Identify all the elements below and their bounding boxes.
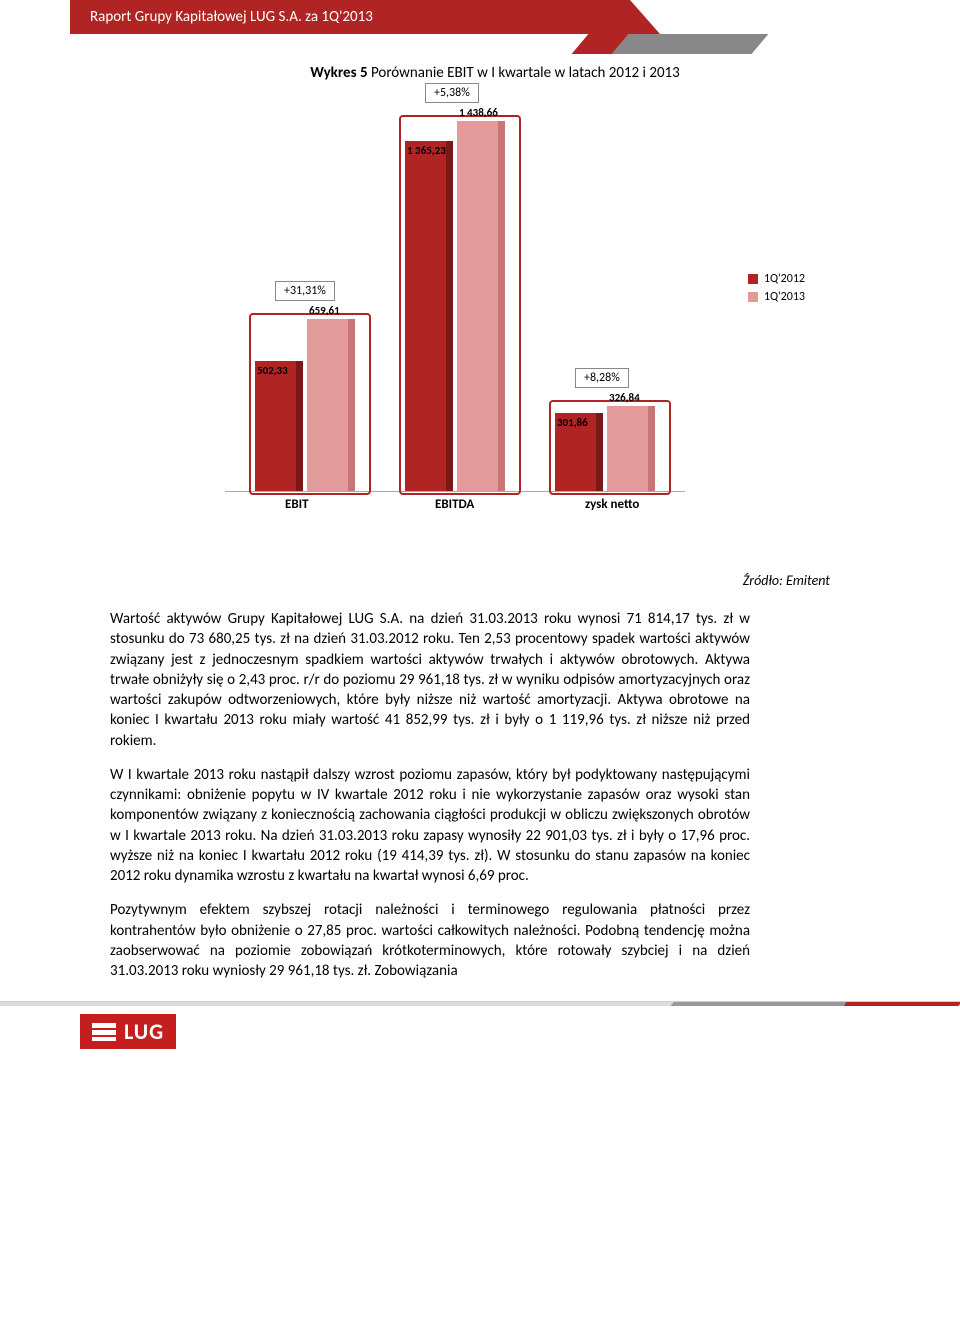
report-title: Raport Grupy Kapitałowej LUG S.A. za 1Q'… bbox=[90, 8, 373, 26]
page-content: Wykres 5 Porównanie EBIT w I kwartale w … bbox=[0, 34, 960, 981]
header-decor-grey bbox=[612, 34, 769, 54]
chart-title-rest: Porównanie EBIT w I kwartale w latach 20… bbox=[368, 64, 680, 82]
bar-value-2012: 301,86 bbox=[557, 416, 588, 429]
legend-swatch-2012 bbox=[748, 274, 758, 284]
legend-item-2013: 1Q'2013 bbox=[748, 290, 805, 304]
chart-source: Źródło: Emitent bbox=[110, 572, 830, 589]
pct-change-label: +5,38% bbox=[425, 83, 479, 103]
logo-text: LUG bbox=[124, 1018, 164, 1045]
bar-2013: 659,61 bbox=[307, 319, 355, 491]
bar-value-2013: 659,61 bbox=[309, 304, 340, 317]
page-footer: LUG bbox=[0, 1001, 960, 1059]
body-paragraph-2: W I kwartale 2013 roku nastąpił dalszy w… bbox=[110, 765, 750, 887]
chart-title: Wykres 5 Porównanie EBIT w I kwartale w … bbox=[110, 64, 880, 82]
pct-change-label: +31,31% bbox=[275, 281, 335, 301]
logo-icon bbox=[92, 1023, 116, 1041]
lug-logo: LUG bbox=[80, 1014, 176, 1049]
footer-stripe bbox=[0, 1002, 960, 1006]
bar-2013: 326,84 bbox=[607, 406, 655, 491]
body-paragraph-1: Wartość aktywów Grupy Kapitałowej LUG S.… bbox=[110, 609, 750, 751]
bar-2013: 1 438,66 bbox=[457, 121, 505, 491]
bar-2012: 502,33 bbox=[255, 361, 303, 491]
chart-title-prefix: Wykres 5 bbox=[310, 64, 367, 82]
report-header: Raport Grupy Kapitałowej LUG S.A. za 1Q'… bbox=[70, 0, 630, 34]
chart-legend: 1Q'2012 1Q'2013 bbox=[748, 272, 805, 308]
body-paragraph-3: Pozytywnym efektem szybszej rotacji nale… bbox=[110, 900, 750, 981]
legend-label-2012: 1Q'2012 bbox=[764, 272, 805, 286]
legend-label-2013: 1Q'2013 bbox=[764, 290, 805, 304]
bar-2012: 1 365,23 bbox=[405, 141, 453, 491]
legend-swatch-2013 bbox=[748, 292, 758, 302]
bar-value-2012: 1 365,23 bbox=[407, 144, 446, 157]
pct-change-label: +8,28% bbox=[575, 368, 629, 388]
legend-item-2012: 1Q'2012 bbox=[748, 272, 805, 286]
bar-value-2013: 326,84 bbox=[609, 391, 640, 404]
ebit-comparison-chart: 502,33659,61+31,31%1 365,231 438,66+5,38… bbox=[185, 102, 805, 542]
axis-label: zysk netto bbox=[585, 497, 639, 512]
axis-label: EBIT bbox=[285, 497, 309, 512]
bar-value-2013: 1 438,66 bbox=[459, 106, 498, 119]
bar-value-2012: 502,33 bbox=[257, 364, 288, 377]
axis-label: EBITDA bbox=[435, 497, 474, 512]
bar-2012: 301,86 bbox=[555, 413, 603, 491]
